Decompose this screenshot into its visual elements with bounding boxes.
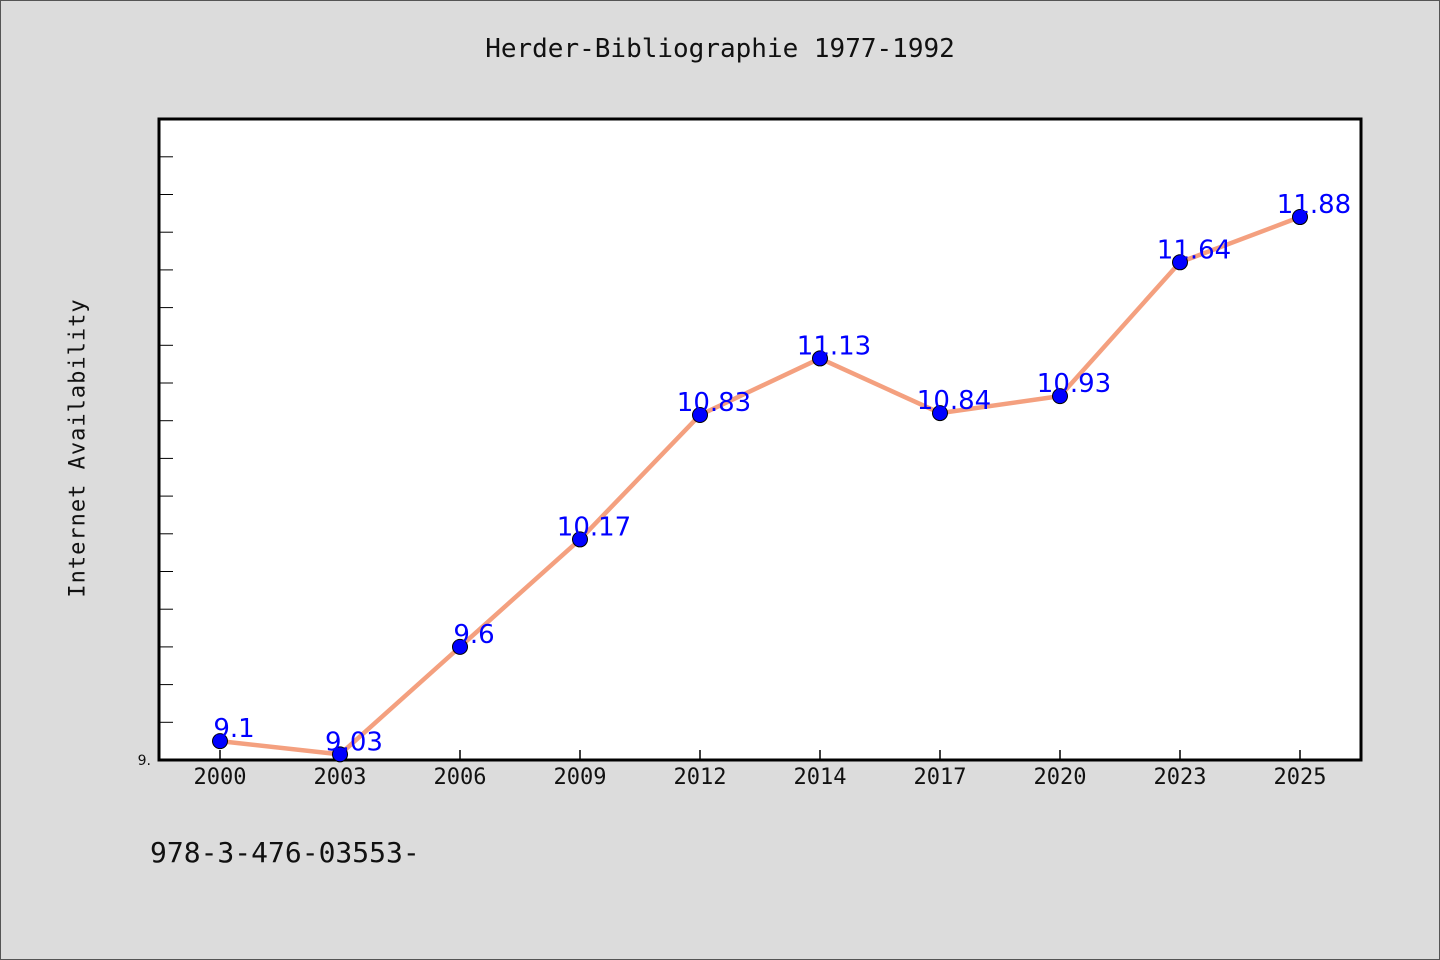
footnote-text: 978-3-476-03553- [150,836,420,869]
x-tick-label: 2014 [794,765,847,790]
data-label: 10.17 [557,512,631,542]
x-tick-label: 2000 [194,765,247,790]
x-tick-label: 2012 [674,765,727,790]
x-ticks: 2000 2003 2006 2009 2012 2014 2017 2020 2023 2025 [194,750,1327,790]
y-tick-label: 9. [138,753,151,769]
data-label: 9.6 [453,620,494,650]
x-tick-label: 2020 [1034,765,1087,790]
x-tick-label: 2003 [314,765,367,790]
data-point [692,406,708,423]
data-label: 11.88 [1277,190,1351,220]
x-tick-label: 2006 [434,765,487,790]
chart-title: Herder-Bibliographie 1977-1992 [485,34,955,64]
x-tick-label: 2017 [914,765,967,790]
data-label: 10.84 [917,386,991,416]
data-label: 10.93 [1037,369,1111,399]
data-label: 11.13 [797,331,871,361]
y-ticks: 9. [138,156,173,769]
series-line [219,214,1301,757]
x-tick-label: 2025 [1274,765,1327,790]
series-group: 9.1 9.03 9.6 10.17 10.83 11.13 10.84 10.93 11.64… [212,190,1351,763]
data-point [332,746,348,763]
data-point [932,405,948,422]
data-point [1052,388,1068,405]
data-point [1292,209,1308,226]
data-label: 10.83 [677,388,751,418]
data-label: 11.64 [1157,235,1231,265]
data-label: 9.03 [325,727,383,757]
data-point [212,733,228,750]
data-label: 9.1 [213,714,254,744]
data-point [812,350,828,367]
data-point [572,531,588,548]
plot-area [157,117,1363,762]
data-point [1172,254,1188,271]
x-tick-label: 2009 [554,765,607,790]
x-tick-label: 2023 [1154,765,1207,790]
data-point [452,638,468,655]
